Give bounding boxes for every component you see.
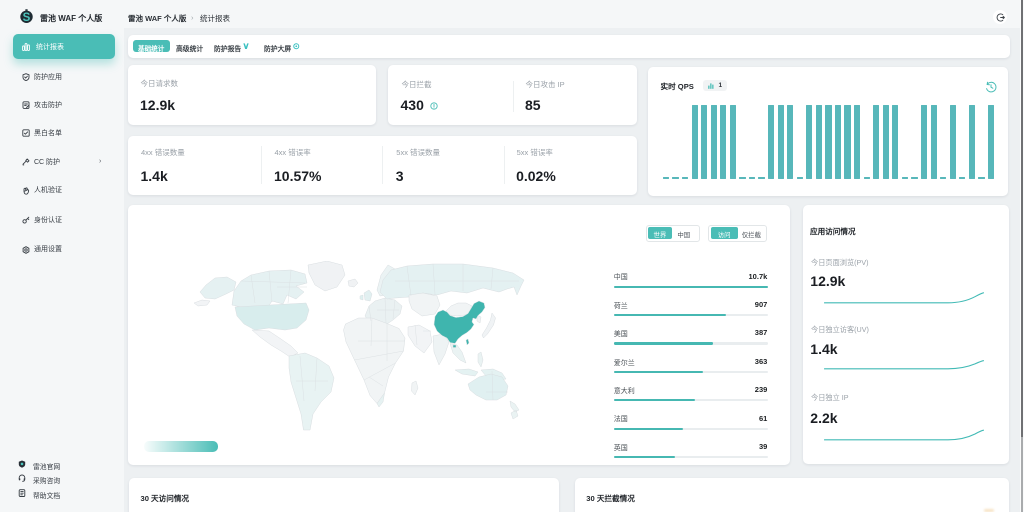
svg-text:S: S bbox=[23, 12, 31, 24]
